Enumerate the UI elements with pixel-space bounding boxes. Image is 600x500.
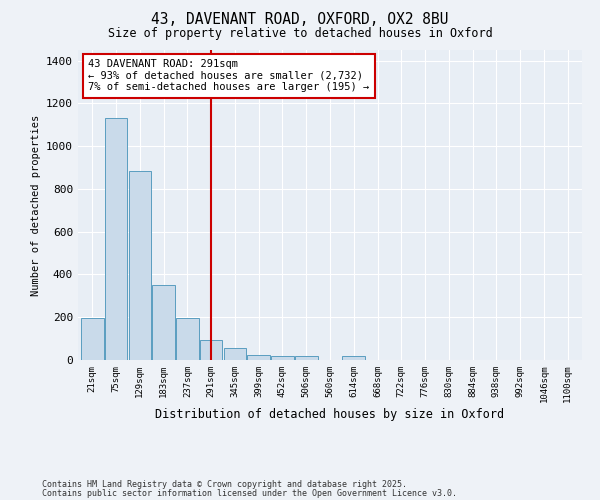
- X-axis label: Distribution of detached houses by size in Oxford: Distribution of detached houses by size …: [155, 408, 505, 421]
- Bar: [152, 285, 175, 360]
- Text: 43, DAVENANT ROAD, OXFORD, OX2 8BU: 43, DAVENANT ROAD, OXFORD, OX2 8BU: [151, 12, 449, 28]
- Y-axis label: Number of detached properties: Number of detached properties: [31, 114, 41, 296]
- Bar: [295, 356, 317, 360]
- Bar: [176, 318, 199, 360]
- Bar: [200, 340, 223, 360]
- Text: Contains HM Land Registry data © Crown copyright and database right 2025.: Contains HM Land Registry data © Crown c…: [42, 480, 407, 489]
- Text: 43 DAVENANT ROAD: 291sqm
← 93% of detached houses are smaller (2,732)
7% of semi: 43 DAVENANT ROAD: 291sqm ← 93% of detach…: [88, 60, 370, 92]
- Text: Size of property relative to detached houses in Oxford: Size of property relative to detached ho…: [107, 28, 493, 40]
- Bar: [81, 318, 104, 360]
- Bar: [271, 356, 294, 360]
- Bar: [224, 348, 246, 360]
- Text: Contains public sector information licensed under the Open Government Licence v3: Contains public sector information licen…: [42, 489, 457, 498]
- Bar: [128, 171, 151, 360]
- Bar: [105, 118, 127, 360]
- Bar: [247, 355, 270, 360]
- Bar: [343, 356, 365, 360]
